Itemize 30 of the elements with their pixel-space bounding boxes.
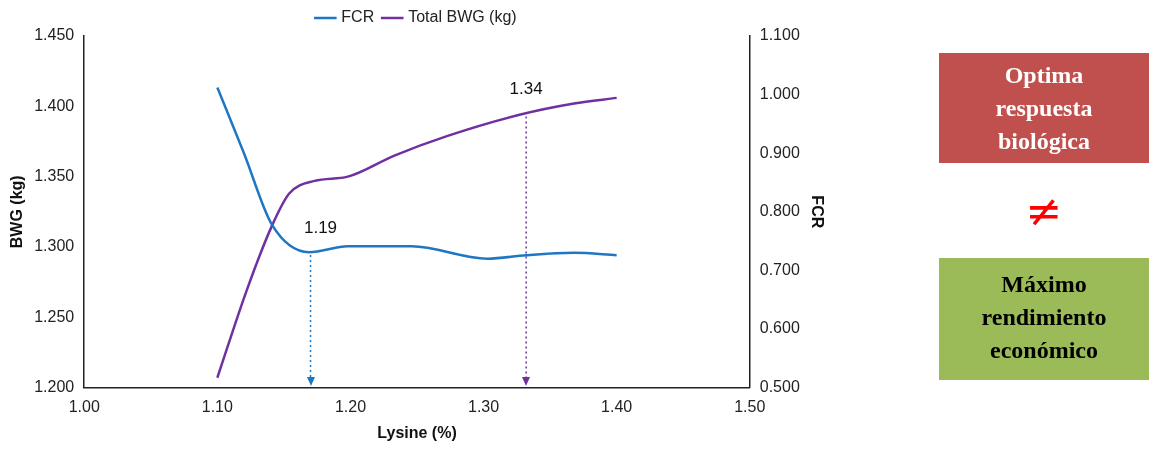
- y-tick-label: 1.350: [34, 167, 75, 185]
- annotation: 1.19: [303, 217, 338, 237]
- y2-tick-label: 0.700: [759, 260, 800, 278]
- y-tick-label: 1.250: [34, 307, 75, 325]
- y2-tick-label: 0.800: [759, 202, 800, 220]
- y-tick-label: 1.200: [34, 378, 75, 396]
- x-tick-label: 1.50: [734, 397, 766, 415]
- y-tick-label: 1.400: [34, 96, 75, 114]
- x-tick-label: 1.30: [467, 397, 500, 415]
- text: Máximo rendimiento económico: [939, 258, 1149, 380]
- y2-tick-label: 1.100: [759, 26, 800, 44]
- y2-tick-label: 1.000: [759, 85, 800, 103]
- y2-tick-label: 0.500: [759, 378, 800, 396]
- x-tick-label: 1.00: [68, 397, 100, 415]
- legend-label: FCR: [341, 8, 375, 26]
- y-tick-label: 1.300: [34, 237, 75, 255]
- y2-tick-label: 0.600: [759, 319, 800, 337]
- line-series: [216, 96, 618, 380]
- x-tick-label: 1.40: [601, 397, 633, 415]
- x-axis-title: Lysine (%): [377, 423, 457, 441]
- y2-tick-label: 0.900: [759, 143, 800, 161]
- y2-axis-title: FCR: [808, 195, 826, 229]
- x-tick-label: 1.20: [334, 397, 367, 415]
- x-tick-label: 1.10: [201, 397, 234, 415]
- text: ≠: [1024, 184, 1064, 238]
- text: Optima respuesta biológica: [939, 53, 1149, 163]
- annotation: 1.34: [509, 79, 543, 99]
- y-tick-label: 1.450: [34, 26, 75, 44]
- y-axis-title: BWG (kg): [8, 175, 26, 249]
- legend-label: Total BWG (kg): [408, 8, 517, 26]
